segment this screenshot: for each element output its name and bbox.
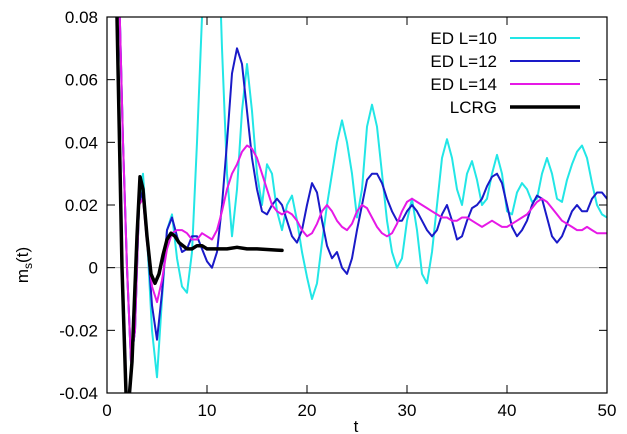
ticks-layer: 0 10 20 30 40 50 -0.04 -0.02 0 0.02 0.04 0.06 0.08: [59, 8, 616, 420]
series-line-ed-l-12: [118, 17, 607, 363]
y-tick-label: -0.02: [59, 321, 98, 340]
x-tick-label: 50: [598, 401, 617, 420]
x-axis-label: t: [354, 417, 359, 434]
y-axis-label: ms(t): [13, 247, 35, 283]
y-tick-label: 0.06: [65, 71, 98, 90]
series-layer: [115, 17, 607, 393]
x-tick-label: 40: [498, 401, 517, 420]
y-tick-label: 0: [89, 259, 98, 278]
legend: ED L=10 ED L=12 ED L=14 LCRG: [430, 29, 580, 117]
y-tick-label: 0.02: [65, 196, 98, 215]
y-tick-label: 0.08: [65, 8, 98, 27]
legend-label: ED L=14: [430, 75, 497, 94]
y-tick-label: -0.04: [59, 384, 98, 403]
x-tick-label: 20: [298, 401, 317, 420]
legend-label: ED L=10: [430, 29, 497, 48]
legend-label: LCRG: [450, 98, 497, 117]
x-tick-label: 30: [398, 401, 417, 420]
series-line-ed-l-14: [118, 17, 607, 363]
x-tick-label: 10: [198, 401, 217, 420]
series-line-lcrg: [115, 17, 284, 393]
y-tick-label: 0.04: [65, 133, 98, 152]
x-tick-label: 0: [102, 401, 111, 420]
legend-label: ED L=12: [430, 52, 497, 71]
series-line-ed-l-10: [118, 17, 607, 379]
